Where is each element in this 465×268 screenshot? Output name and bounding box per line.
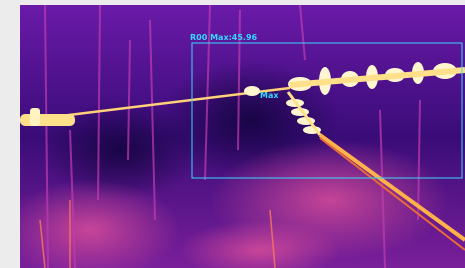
hotspot-label: Max: [260, 91, 279, 100]
thermal-image: [0, 5, 465, 268]
thermal-view: R00 Max:45.96 Max: [0, 0, 465, 268]
screenshot: R00 Max:45.96 Max: [0, 0, 465, 268]
roi-label: R00 Max:45.96: [190, 33, 258, 42]
